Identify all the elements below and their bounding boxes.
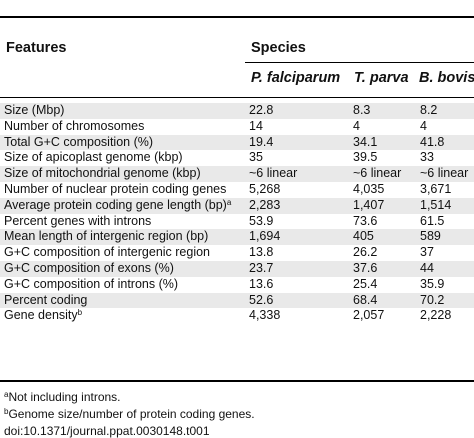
- cell-value: 589: [420, 229, 441, 244]
- footnote-b: bGenome size/number of protein coding ge…: [4, 407, 255, 421]
- cell-value: 2,057: [353, 308, 385, 323]
- cell-value: 41.8: [420, 134, 445, 149]
- cell-value: 44: [420, 260, 434, 275]
- feature-label: Percent genes with introns: [4, 213, 152, 228]
- footnote-mark: b: [77, 308, 83, 318]
- cell-value: 23.7: [249, 260, 274, 275]
- feature-label: Percent coding: [4, 292, 88, 307]
- cell-value: 8.3: [353, 103, 371, 117]
- cell-value: 22.8: [249, 103, 274, 117]
- footnote-text: Not including introns.: [8, 390, 121, 404]
- cell-value: 53.9: [249, 213, 274, 228]
- species-rule: [245, 62, 474, 63]
- header-rule: [0, 97, 474, 98]
- feature-label: Size of mitochondrial genome (kbp): [4, 166, 201, 181]
- feature-label: Number of chromosomes: [4, 118, 145, 133]
- table-row: Total G+C composition (%) 19.4 34.1 41.8: [0, 134, 474, 151]
- table-row: G+C composition of intergenic region 13.…: [0, 245, 474, 261]
- cell-value: 5,268: [249, 181, 281, 196]
- cell-value: 37: [420, 245, 434, 260]
- feature-label: Gene densityb: [4, 308, 83, 323]
- cell-value: 13.6: [249, 276, 274, 291]
- cell-value: 35: [249, 150, 263, 165]
- table-row: Percent coding 52.6 68.4 70.2: [0, 292, 474, 309]
- cell-value: 35.9: [420, 276, 445, 291]
- cell-value: 37.6: [353, 260, 378, 275]
- species-header: B. bovis: [419, 70, 474, 86]
- footnote-a: aNot including introns.: [4, 390, 121, 404]
- species-header: P. falciparum: [251, 70, 341, 86]
- feature-label: G+C composition of intergenic region: [4, 245, 211, 260]
- table-row: Percent genes with introns 53.9 73.6 61.…: [0, 214, 474, 230]
- cell-value: 61.5: [420, 213, 445, 228]
- feature-label: Size (Mbp): [4, 103, 65, 117]
- cell-value: 25.4: [353, 276, 378, 291]
- cell-value: 52.6: [249, 292, 274, 307]
- cell-value: 26.2: [353, 245, 378, 260]
- cell-value: 1,694: [249, 229, 281, 244]
- cell-value: 68.4: [353, 292, 378, 307]
- cell-value: 2,228: [420, 308, 452, 323]
- table-row: Average protein coding gene length (bp)a…: [0, 197, 474, 214]
- cell-value: 1,407: [353, 197, 385, 212]
- header-features: Features: [6, 40, 67, 56]
- cell-value: 14: [249, 118, 263, 133]
- cell-value: 70.2: [420, 292, 445, 307]
- feature-label: G+C composition of introns (%): [4, 276, 179, 291]
- cell-value: 8.2: [420, 103, 438, 117]
- cell-value: 33: [420, 150, 434, 165]
- feature-label: Mean length of intergenic region (bp): [4, 229, 209, 244]
- table-body: Size (Mbp) 22.8 8.3 8.2 Number of chromo…: [0, 103, 474, 324]
- bottom-rule: [0, 380, 474, 382]
- cell-value: 4: [420, 118, 427, 133]
- cell-value: 13.8: [249, 245, 274, 260]
- cell-value: 19.4: [249, 134, 274, 149]
- table-row: G+C composition of exons (%) 23.7 37.6 4…: [0, 260, 474, 277]
- feature-label: Average protein coding gene length (bp)a: [4, 197, 232, 212]
- cell-value: ~6 linear: [249, 166, 298, 181]
- footnote-mark: b: [4, 407, 9, 416]
- feature-label: Size of apicoplast genome (kbp): [4, 150, 183, 165]
- cell-value: 4: [353, 118, 360, 133]
- cell-value: 3,671: [420, 181, 452, 196]
- header-species: Species: [251, 40, 306, 56]
- footnote-mark: a: [4, 390, 9, 399]
- table-row: Gene densityb 4,338 2,057 2,228: [0, 308, 474, 324]
- table-row: Number of chromosomes 14 4 4: [0, 119, 474, 135]
- feature-label: G+C composition of exons (%): [4, 260, 174, 275]
- cell-value: 4,338: [249, 308, 281, 323]
- table-row: Size of apicoplast genome (kbp) 35 39.5 …: [0, 150, 474, 166]
- cell-value: 1,514: [420, 197, 452, 212]
- cell-value: ~6 linear: [353, 166, 402, 181]
- table-row: Number of nuclear protein coding genes 5…: [0, 182, 474, 198]
- cell-value: ~6 linear: [420, 166, 469, 181]
- cell-value: 39.5: [353, 150, 378, 165]
- doi-reference: doi:10.1371/journal.ppat.0030148.t001: [4, 424, 210, 438]
- top-rule: [0, 16, 474, 18]
- species-header: T. parva: [354, 70, 409, 86]
- cell-value: 4,035: [353, 181, 385, 196]
- table-row: G+C composition of introns (%) 13.6 25.4…: [0, 277, 474, 293]
- cell-value: 34.1: [353, 134, 378, 149]
- cell-value: 405: [353, 229, 374, 244]
- table-row: Size (Mbp) 22.8 8.3 8.2: [0, 103, 474, 119]
- feature-label: Total G+C composition (%): [4, 134, 154, 149]
- footnote-text: Genome size/number of protein coding gen…: [8, 407, 255, 421]
- table-row: Mean length of intergenic region (bp) 1,…: [0, 229, 474, 246]
- feature-label: Number of nuclear protein coding genes: [4, 181, 227, 196]
- cell-value: 2,283: [249, 197, 281, 212]
- cell-value: 73.6: [353, 213, 378, 228]
- table-row: Size of mitochondrial genome (kbp) ~6 li…: [0, 166, 474, 182]
- footnote-mark: a: [226, 197, 232, 207]
